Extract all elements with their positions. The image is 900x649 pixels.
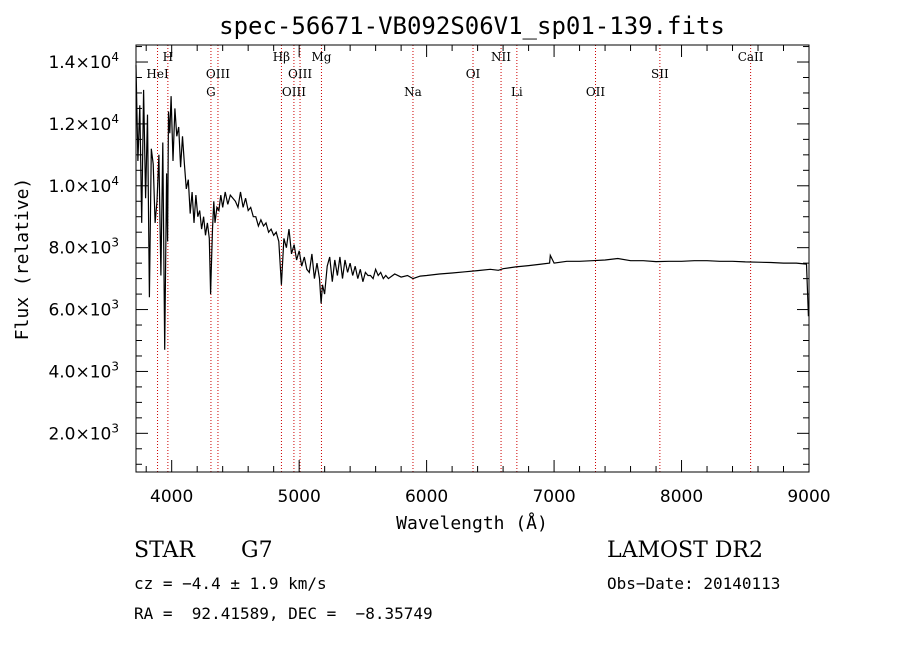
y-tick-label-4: 1.0×104 <box>48 174 119 197</box>
line-label-12: OII <box>586 85 606 99</box>
line-label-11: Li <box>511 85 523 99</box>
line-label-4: Hβ <box>273 50 290 64</box>
x-axis-label: Wavelength (Å) <box>396 512 548 534</box>
line-label-1: H <box>163 50 173 64</box>
redshift-cz: cz = −4.4 ± 1.9 km/s <box>134 574 327 593</box>
line-label-10: NII <box>491 50 511 64</box>
object-class: STAR <box>134 538 195 563</box>
y-tick-label-2: 6.0×103 <box>48 298 119 321</box>
x-tick-label-5: 9000 <box>787 487 830 507</box>
x-tick-label-0: 4000 <box>150 487 193 507</box>
x-tick-label-1: 5000 <box>278 487 321 507</box>
line-label-6: OIII <box>288 67 312 81</box>
spectrum-line <box>135 65 809 350</box>
plot-frame <box>135 44 810 473</box>
y-tick-label-1: 4.0×103 <box>48 359 119 382</box>
x-tick-label-4: 8000 <box>660 487 703 507</box>
y-tick-label-6: 1.4×104 <box>48 50 119 73</box>
spectral-line-markers: HeI H G OIII Hβ OIII OIII Mg Na OI NII Li OII SII CaII <box>146 45 764 472</box>
line-label-13: SII <box>651 67 669 81</box>
y-tick-label-3: 8.0×103 <box>48 236 119 259</box>
x-tick-label-2: 6000 <box>405 487 448 507</box>
x-tick-label-3: 7000 <box>532 487 575 507</box>
line-label-0: HeI <box>146 67 169 81</box>
observation-date: Obs−Date: 20140113 <box>607 574 781 593</box>
chart-title: spec-56671-VB092S06V1_sp01-139.fits <box>219 12 725 40</box>
y-tick-label-5: 1.2×104 <box>48 112 119 135</box>
line-label-5: OIII <box>282 85 306 99</box>
survey-name: LAMOST DR2 <box>607 538 763 563</box>
line-label-14: CaII <box>738 50 764 64</box>
y-axis-label: Flux (relative) <box>12 178 33 341</box>
object-subclass: G7 <box>241 538 273 563</box>
line-label-8: Na <box>404 85 422 99</box>
line-label-7: Mg <box>311 50 331 64</box>
line-label-2: G <box>206 85 216 99</box>
y-tick-label-0: 2.0×103 <box>48 421 119 444</box>
line-label-3: OIII <box>206 67 230 81</box>
axis-ticks: 4000 5000 6000 7000 8000 9000 2.0×103 4.0×103 6.… <box>48 45 831 507</box>
ra-dec: RA = 92.41589, DEC = −8.35749 <box>134 604 433 623</box>
line-label-9: OI <box>466 67 481 81</box>
